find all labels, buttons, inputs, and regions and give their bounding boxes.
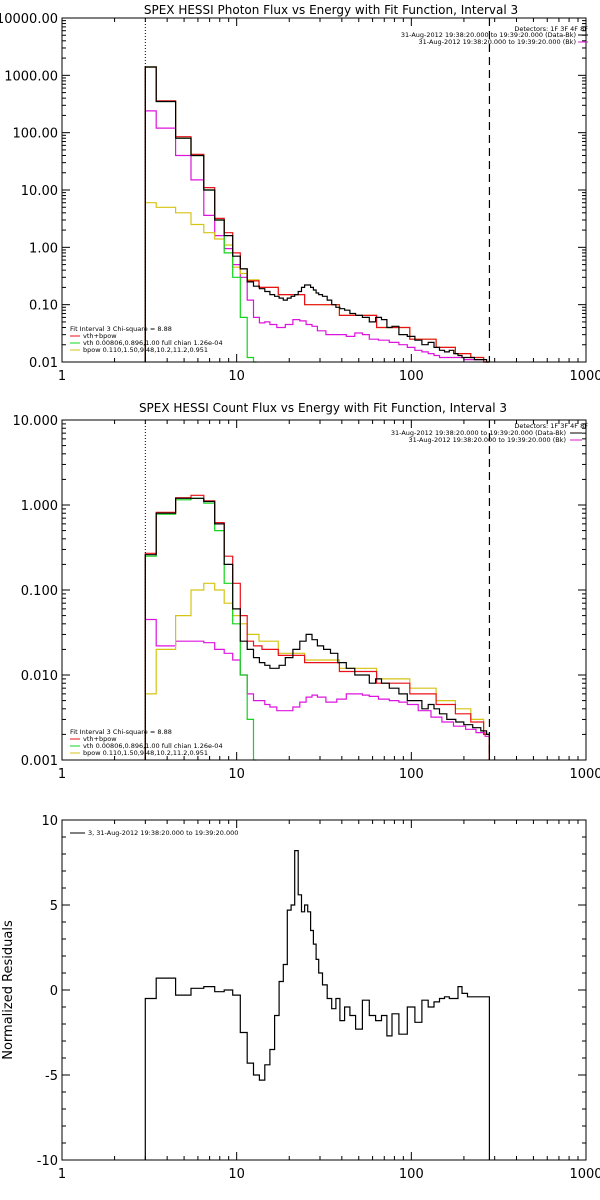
panel-2-legend-bottomleft: Fit Interval 3 Chi-square = 8.88 vth+bpo… xyxy=(70,728,223,757)
panel-3-ylabel: Normalized Residuals xyxy=(1,920,16,1060)
panel-1-vlines xyxy=(144,18,491,362)
panel-1-legend-data-bk: 31-Aug-2012 19:38:20.000 to 19:39:20.000… xyxy=(401,31,576,39)
x-tick-label: 10 xyxy=(228,767,245,782)
x-tick-label: 1 xyxy=(58,767,66,782)
x-tick-label: 1 xyxy=(58,369,66,384)
y-tick-label: 10 xyxy=(41,814,58,829)
panel-2-legend-model: vth+bpow xyxy=(83,735,117,743)
panel-1-legend-bottomleft: Fit Interval 3 Chi-square = 8.88 vth+bpo… xyxy=(70,325,223,354)
y-tick-label: 0.010 xyxy=(21,669,58,684)
x-tick-label: 100 xyxy=(399,1167,424,1182)
y-tick-label: 10.00 xyxy=(21,184,58,199)
panel-2-legend-data-bk: 31-Aug-2012 19:38:20.000 to 19:39:20.000… xyxy=(391,429,566,437)
series-bk xyxy=(144,618,490,760)
panel-1-frame xyxy=(61,17,587,363)
series-vth xyxy=(144,66,257,363)
panel-1-ticks: 1 10 100 1000 0.01 0.10 1.00 10.00 100.00 1000.00… xyxy=(0,12,600,384)
series-bpow xyxy=(144,582,490,760)
series-data-bk xyxy=(144,66,490,363)
panel-1-series-layer xyxy=(144,66,490,363)
panel-3-legend: 3, 31-Aug-2012 19:38:20.000 to 19:39:20.… xyxy=(70,829,238,837)
panel-3-series-layer xyxy=(144,850,490,1160)
panel-3-legend-text: 3, 31-Aug-2012 19:38:20.000 to 19:39:20.… xyxy=(88,829,238,837)
y-tick-label: 10000.00 xyxy=(0,12,58,27)
panel-1-legend-bk: 31-Aug-2012 19:38:20.000 to 19:39:20.000… xyxy=(419,38,576,46)
panel-residuals: Normalized Residuals 1 10 100 1000 -10 -5 0 5 10… xyxy=(1,814,600,1182)
x-tick-label: 1000 xyxy=(569,767,600,782)
panel-2-legend-topright: Detectors: 1F 3F 4F 8F 31-Aug-2012 19:38… xyxy=(391,422,588,444)
y-tick-label: 5 xyxy=(50,899,58,914)
panel-2-series-layer xyxy=(144,494,490,761)
panel-2-frame xyxy=(61,419,587,761)
series-3-31-aug-2012-19-38-20-000-to-19-39-20-000 xyxy=(144,850,490,1160)
series-vth-bpow xyxy=(144,494,490,760)
y-tick-label: 1.00 xyxy=(29,241,58,256)
panel-1-legend-model: vth+bpow xyxy=(83,332,117,340)
y-tick-label: 0 xyxy=(50,984,58,999)
y-tick-label: 0.01 xyxy=(29,356,58,371)
x-tick-label: 1000 xyxy=(569,1167,600,1182)
y-tick-label: -10 xyxy=(37,1154,58,1169)
panel-1-legend-bpow: bpow 0.110,1.50,9.48,10.2,11.2,0.951 xyxy=(83,346,208,354)
y-tick-label: 100.00 xyxy=(13,127,59,142)
panel-2-title: SPEX HESSI Count Flux vs Energy with Fit… xyxy=(139,401,507,415)
panel-2-legend-vth: vth 0.00806,0.896,1.00 full chian 1.26e-… xyxy=(83,742,223,750)
panel-photon-flux: SPEX HESSI Photon Flux vs Energy with Fi… xyxy=(0,3,600,384)
x-tick-label: 10 xyxy=(228,1167,245,1182)
panel-2-legend-detectors: Detectors: 1F 3F 4F 8F xyxy=(514,422,588,430)
x-tick-label: 1 xyxy=(58,1167,66,1182)
y-tick-label: 1000.00 xyxy=(4,69,58,84)
y-tick-label: 0.10 xyxy=(29,299,58,314)
panel-2-fit-interval-label: Fit Interval 3 Chi-square = 8.88 xyxy=(70,728,172,736)
series-vth-bpow xyxy=(144,66,490,363)
panel-3-frame xyxy=(61,819,587,1161)
y-tick-label: 1.000 xyxy=(21,499,58,514)
panel-3-ticks: 1 10 100 1000 -10 -5 0 5 10 xyxy=(37,814,600,1182)
series-vth xyxy=(144,497,257,761)
y-tick-label: 0.100 xyxy=(21,584,58,599)
panel-2-legend-bk: 31-Aug-2012 19:38:20.000 to 19:39:20.000… xyxy=(409,436,566,444)
panel-2-legend-bpow: bpow 0.110,1.50,9.48,10.2,11.2,0.951 xyxy=(83,749,208,757)
y-tick-label: 0.001 xyxy=(21,754,58,769)
series-bk xyxy=(144,110,490,363)
panel-1-legend-detectors: Detectors: 1F 3F 4F 8F xyxy=(514,25,588,33)
x-tick-label: 100 xyxy=(399,767,424,782)
x-tick-label: 1000 xyxy=(569,369,600,384)
panel-2-vlines xyxy=(144,420,491,760)
series-data-bk xyxy=(144,497,490,760)
panel-count-flux: SPEX HESSI Count Flux vs Energy with Fit… xyxy=(13,401,600,782)
panel-1-fit-interval-label: Fit Interval 3 Chi-square = 8.88 xyxy=(70,325,172,333)
panel-1-title: SPEX HESSI Photon Flux vs Energy with Fi… xyxy=(144,3,518,17)
panel-2-ticks: 1 10 100 1000 0.001 0.010 0.100 1.000 10.000 xyxy=(13,414,600,782)
x-tick-label: 10 xyxy=(228,369,245,384)
panel-1-legend-topright: Detectors: 1F 3F 4F 8F 31-Aug-2012 19:38… xyxy=(401,25,588,46)
x-tick-label: 100 xyxy=(399,369,424,384)
y-tick-label: -5 xyxy=(45,1069,58,1084)
panel-1-legend-vth: vth 0.00806,0.896,1.00 full chian 1.26e-… xyxy=(83,339,223,347)
y-tick-label: 10.000 xyxy=(13,414,59,429)
